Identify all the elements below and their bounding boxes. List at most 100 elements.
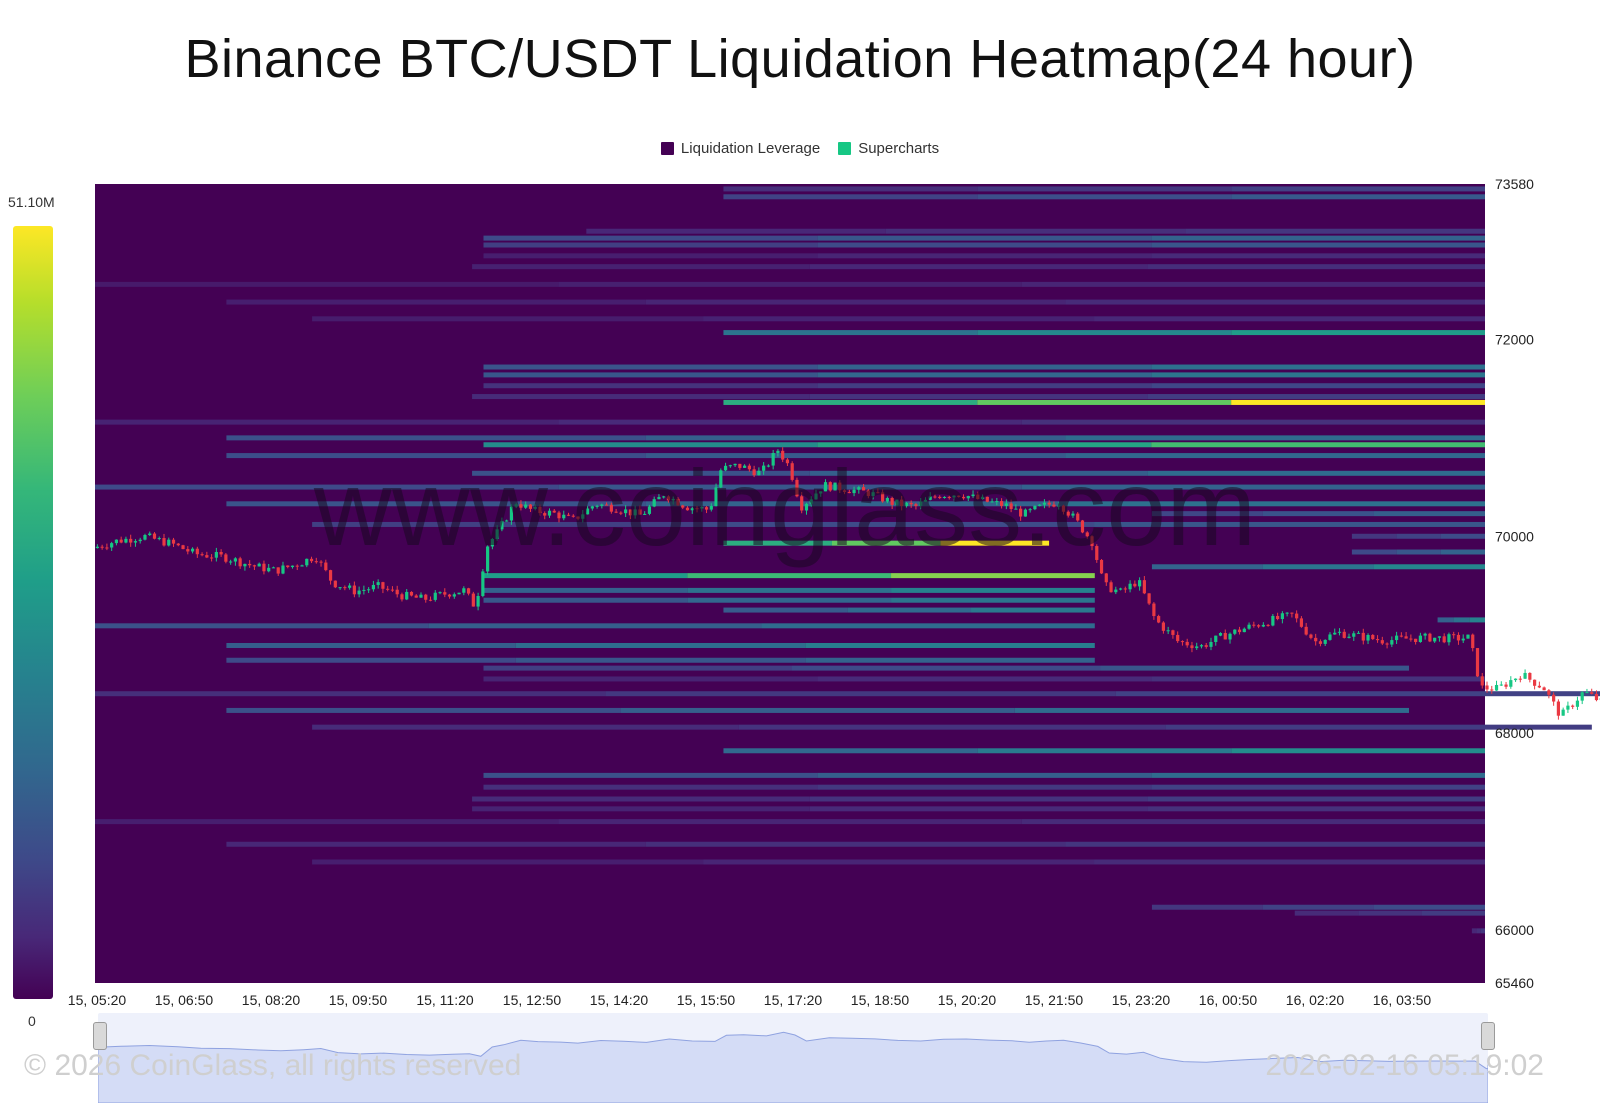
legend-item-supercharts[interactable]: Supercharts xyxy=(838,140,939,157)
colorscale-bar[interactable] xyxy=(13,226,53,999)
liquidation-band[interactable] xyxy=(95,281,1485,287)
candle-body xyxy=(514,504,518,507)
liquidation-band[interactable] xyxy=(723,194,1485,200)
liquidation-band[interactable] xyxy=(483,442,1485,448)
candle-body xyxy=(1494,684,1499,691)
liquidation-band[interactable] xyxy=(226,841,1485,847)
liquidation-band[interactable] xyxy=(483,665,1410,671)
legend-swatch-liquidation-leverage xyxy=(660,142,674,155)
candle-body xyxy=(124,538,128,543)
candle-body xyxy=(1237,629,1242,633)
liquidation-band[interactable] xyxy=(472,264,1485,270)
candle-body xyxy=(757,470,761,476)
liquidation-band-segment xyxy=(809,394,1148,400)
liquidation-band[interactable] xyxy=(483,573,1095,579)
zoom-slider[interactable] xyxy=(97,1013,1600,1104)
liquidation-band[interactable] xyxy=(1351,549,1485,555)
liquidation-band[interactable] xyxy=(723,399,1485,405)
liquidation-band[interactable] xyxy=(723,748,1485,754)
liquidation-band[interactable] xyxy=(1151,564,1485,570)
candle-body xyxy=(1061,505,1066,512)
liquidation-band-segment xyxy=(847,607,972,613)
liquidation-band[interactable] xyxy=(226,642,1095,648)
liquidation-band[interactable] xyxy=(226,435,1485,441)
liquidation-band[interactable] xyxy=(483,372,1485,378)
liquidation-band[interactable] xyxy=(226,453,1485,459)
liquidation-band[interactable] xyxy=(95,691,1600,697)
liquidation-band-segment xyxy=(723,194,978,200)
liquidation-band[interactable] xyxy=(95,623,1095,629)
liquidation-band[interactable] xyxy=(312,724,1592,730)
zoom-handle-right[interactable] xyxy=(1481,1022,1495,1050)
liquidation-band[interactable] xyxy=(472,806,1485,812)
liquidation-band[interactable] xyxy=(226,501,1485,507)
liquidation-band[interactable] xyxy=(483,235,1485,241)
candle-body xyxy=(1537,685,1541,688)
liquidation-band[interactable] xyxy=(472,470,1485,476)
liquidation-band[interactable] xyxy=(723,330,1485,336)
candle-body xyxy=(952,495,956,498)
liquidation-band[interactable] xyxy=(483,383,1485,389)
liquidation-band[interactable] xyxy=(472,796,1485,802)
candle-body xyxy=(476,595,480,607)
liquidation-band[interactable] xyxy=(472,394,1485,400)
legend-item-liquidation-leverage[interactable]: Liquidation Leverage xyxy=(660,140,820,157)
liquidation-band[interactable] xyxy=(586,228,1485,234)
liquidation-band[interactable] xyxy=(483,676,1485,682)
liquidation-band[interactable] xyxy=(1151,511,1485,517)
liquidation-band[interactable] xyxy=(483,364,1485,370)
liquidation-band[interactable] xyxy=(1294,910,1485,916)
candle-body xyxy=(600,504,604,506)
liquidation-band[interactable] xyxy=(1471,928,1485,934)
candle-body xyxy=(1518,678,1522,680)
liquidation-band[interactable] xyxy=(723,186,1485,192)
liquidation-band[interactable] xyxy=(226,657,1095,663)
candle-body xyxy=(452,594,456,597)
liquidation-band-segment xyxy=(586,228,886,234)
candle-body xyxy=(985,496,989,502)
candle-body xyxy=(1352,633,1356,637)
liquidation-band[interactable] xyxy=(483,587,1095,593)
liquidation-band[interactable] xyxy=(723,607,1095,613)
liquidation-band-segment xyxy=(1373,904,1485,910)
liquidation-band[interactable] xyxy=(312,316,1485,322)
liquidation-band[interactable] xyxy=(95,484,1485,490)
candle-body xyxy=(1561,709,1565,716)
candle-body xyxy=(419,594,423,598)
liquidation-band[interactable] xyxy=(723,540,1050,546)
liquidation-band[interactable] xyxy=(483,772,1485,778)
liquidation-band[interactable] xyxy=(95,819,1485,825)
chart-title: Binance BTC/USDT Liquidation Heatmap(24 … xyxy=(184,29,1416,89)
liquidation-band-segment xyxy=(1115,691,1600,697)
liquidation-band[interactable] xyxy=(483,253,1485,259)
liquidation-band[interactable] xyxy=(1151,904,1485,910)
liquidation-band[interactable] xyxy=(312,859,1485,865)
liquidation-band[interactable] xyxy=(483,242,1485,248)
candle-body xyxy=(647,506,652,514)
candle-body xyxy=(804,503,809,511)
liquidation-band[interactable] xyxy=(1437,617,1485,623)
liquidation-band-segment xyxy=(558,484,1022,490)
liquidation-band[interactable] xyxy=(226,299,1485,305)
candle-body xyxy=(1099,559,1104,574)
liquidation-band[interactable] xyxy=(312,521,1485,527)
candle-body xyxy=(1157,616,1161,623)
liquidation-band[interactable] xyxy=(1351,533,1485,539)
liquidation-band[interactable] xyxy=(483,597,1095,603)
liquidation-band[interactable] xyxy=(226,707,1410,713)
liquidation-band[interactable] xyxy=(483,784,1485,790)
legend-label-supercharts: Supercharts xyxy=(858,140,940,157)
candle-body xyxy=(1266,624,1270,626)
candle-body xyxy=(562,514,566,519)
liquidation-band-segment xyxy=(226,642,516,648)
candle-body xyxy=(486,546,490,572)
candle-body xyxy=(662,496,666,498)
liquidation-band[interactable] xyxy=(95,419,1485,425)
zoom-handle-left[interactable] xyxy=(93,1022,107,1050)
candle-body xyxy=(1233,629,1237,634)
candle-body xyxy=(723,465,728,471)
liquidation-band-segment xyxy=(226,299,646,305)
liquidation-band-segment xyxy=(1440,533,1485,539)
candle-body xyxy=(1280,613,1284,620)
